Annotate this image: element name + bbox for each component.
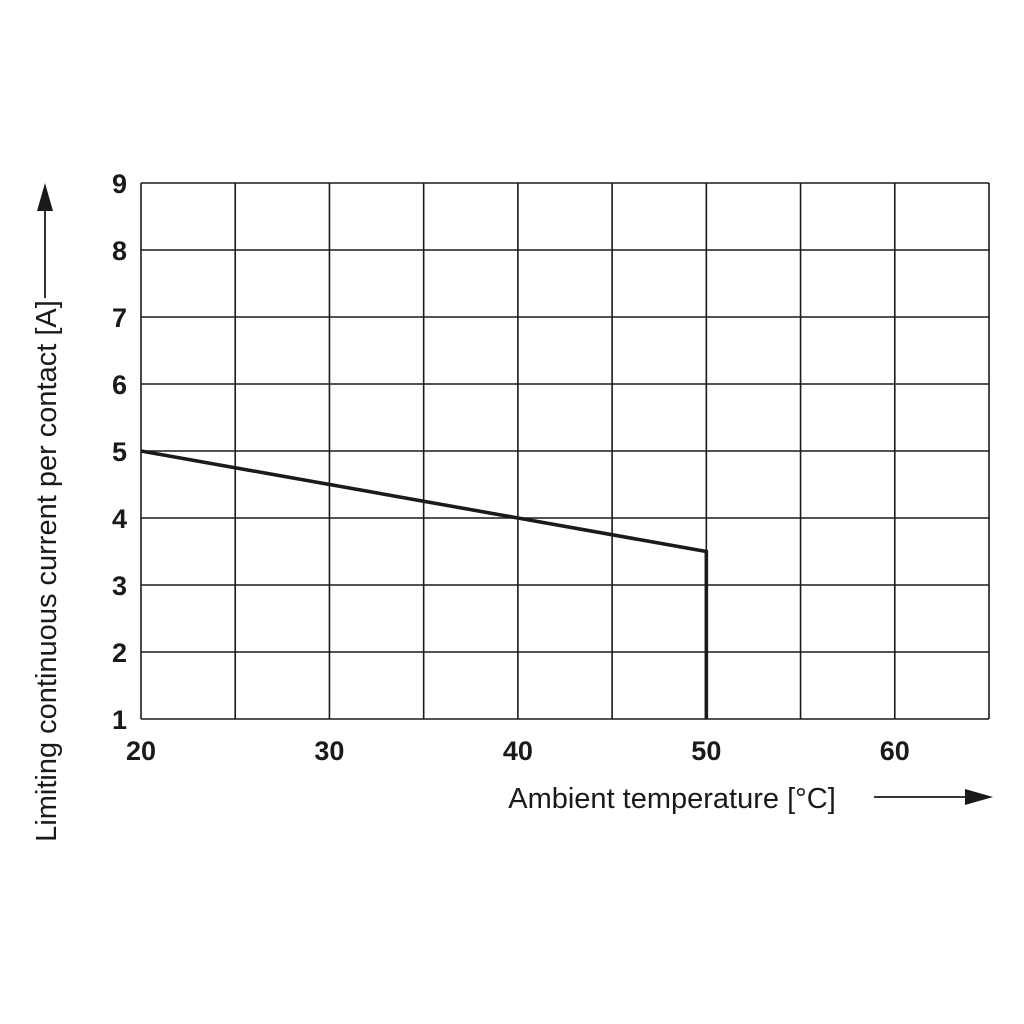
x-tick-label: 40 [503, 736, 533, 766]
y-tick-label: 4 [112, 504, 127, 534]
y-tick-label: 3 [112, 571, 127, 601]
x-tick-label: 50 [691, 736, 721, 766]
series-line [140, 449, 709, 719]
y-axis-title: Limiting continuous current per contact … [31, 300, 63, 842]
x-axis-title-group: Ambient temperature [°C] [508, 783, 993, 815]
y-axis-title-group: Limiting continuous current per contact … [31, 183, 63, 842]
x-tick-label: 20 [126, 736, 156, 766]
series-layer [140, 449, 709, 720]
y-tick-label: 7 [112, 303, 127, 333]
y-tick-label: 9 [112, 169, 127, 199]
x-tick-labels: 20 30 40 50 60 [126, 736, 910, 766]
y-tick-labels: 1 2 3 4 5 6 7 8 9 [112, 169, 127, 735]
y-tick-label: 6 [112, 370, 127, 400]
x-tick-label: 30 [314, 736, 344, 766]
grid [140, 182, 990, 720]
x-axis-title: Ambient temperature [°C] [508, 783, 836, 815]
y-tick-label: 1 [112, 705, 127, 735]
y-tick-label: 5 [112, 437, 127, 467]
y-axis-arrow-icon [37, 183, 53, 211]
y-tick-label: 8 [112, 236, 127, 266]
y-tick-label: 2 [112, 638, 127, 668]
x-axis-arrow-icon [965, 789, 993, 805]
x-tick-label: 60 [880, 736, 910, 766]
